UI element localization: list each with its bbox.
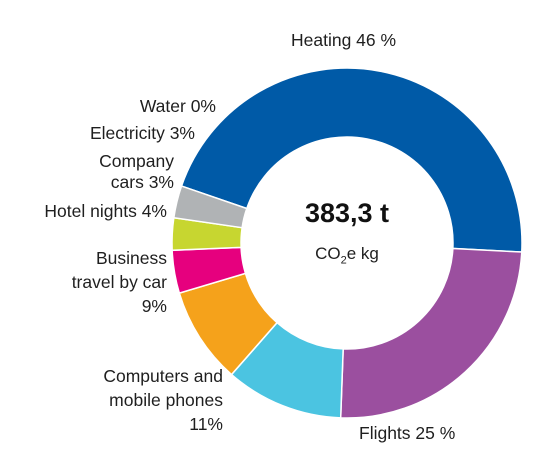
label-company-cars-line2: cars 3% [110,172,174,192]
label-computers-line2: mobile phones [109,390,223,410]
center-total-value: 383,3 t [304,198,390,228]
center-unit: CO2e kg [247,244,447,266]
label-business-travel-line3: 9% [141,296,167,316]
label-company-cars-line1: Company [99,151,174,171]
label-heating: Heating 46 % [291,30,397,50]
label-flights: Flights 25 % [359,423,456,443]
label-electricity: Electricity 3% [89,123,195,143]
unit-rest: e kg [346,244,379,263]
unit-co: CO [315,244,341,263]
label-computers-line3: 11% [189,414,223,434]
label-water: Water 0% [139,96,216,116]
donut-slice-0 [180,67,523,253]
label-business-travel-line1: Business [95,248,167,268]
donut-slice-1 [339,247,523,419]
donut-slice-6 [172,185,248,229]
label-computers-line1: Computers and [103,366,223,386]
unit-subscript: 2 [340,254,347,267]
label-business-travel-line2: travel by car [71,272,167,292]
label-hotel-nights: Hotel nights 4% [44,201,167,221]
